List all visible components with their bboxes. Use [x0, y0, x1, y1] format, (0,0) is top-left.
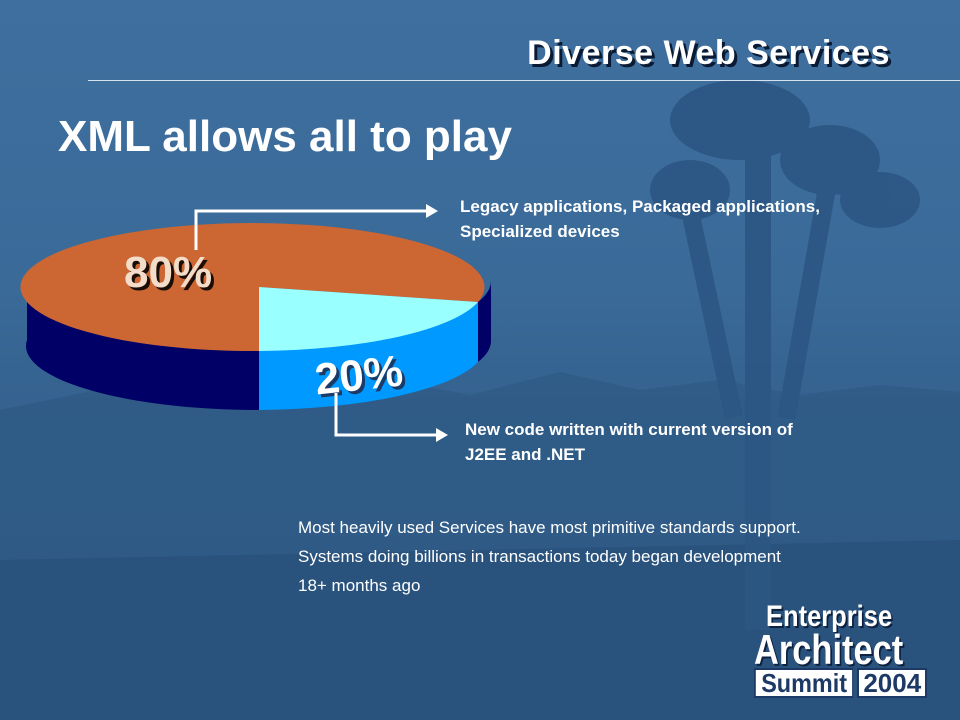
joshua-tree [650, 80, 920, 630]
body-text: Most heavily used Services have most pri… [298, 513, 958, 600]
callout-bottom-label: New code written with current version of… [465, 417, 925, 467]
slice-80-side [25, 280, 259, 411]
value-label-80-front: 80% [124, 248, 212, 297]
slice-80-top [20, 223, 485, 352]
callout-top-label: Legacy applications, Packaged applicatio… [460, 194, 940, 244]
header-divider [88, 80, 960, 81]
callout-top-arrowhead [426, 204, 438, 218]
value-label-20: 20% [313, 347, 406, 405]
logo-architect: Architect [754, 626, 904, 673]
body-line1: Most heavily used Services have most pri… [298, 518, 801, 537]
callout-top-connector [194, 209, 430, 250]
callout-bottom-arrowhead [436, 428, 448, 442]
event-logo: Enterprise Architect Summit 2004 [752, 600, 942, 700]
callout-bottom-line2: J2EE and .NET [465, 445, 585, 464]
body-line2: Systems doing billions in transactions t… [298, 547, 781, 566]
ground-shade [0, 540, 960, 720]
callout-bottom-line1: New code written with current version of [465, 420, 793, 439]
callout-top-line2: Specialized devices [460, 222, 620, 241]
callout-bottom-connector [334, 393, 440, 437]
value-label-80: 80% [127, 251, 215, 300]
logo-summit: Summit [754, 668, 855, 698]
body-line3: 18+ months ago [298, 576, 421, 595]
logo-year: 2004 [857, 668, 928, 698]
slide-title: XML allows all to play [58, 112, 512, 161]
slice-20-side [259, 302, 478, 410]
slice-80-side-right [478, 280, 492, 362]
callout-top-line1: Legacy applications, Packaged applicatio… [460, 197, 820, 216]
slice-20-top [259, 287, 478, 351]
header-title: Diverse Web Services [527, 34, 890, 72]
logo-bottom-row: Summit 2004 [754, 668, 928, 698]
logo-enterprise: Enterprise [766, 600, 893, 633]
value-label-20-shadow: 20% [316, 350, 409, 408]
